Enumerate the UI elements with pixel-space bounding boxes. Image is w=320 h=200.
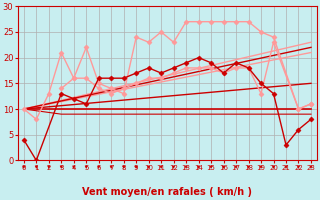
X-axis label: Vent moyen/en rafales ( km/h ): Vent moyen/en rafales ( km/h ) — [82, 187, 252, 197]
